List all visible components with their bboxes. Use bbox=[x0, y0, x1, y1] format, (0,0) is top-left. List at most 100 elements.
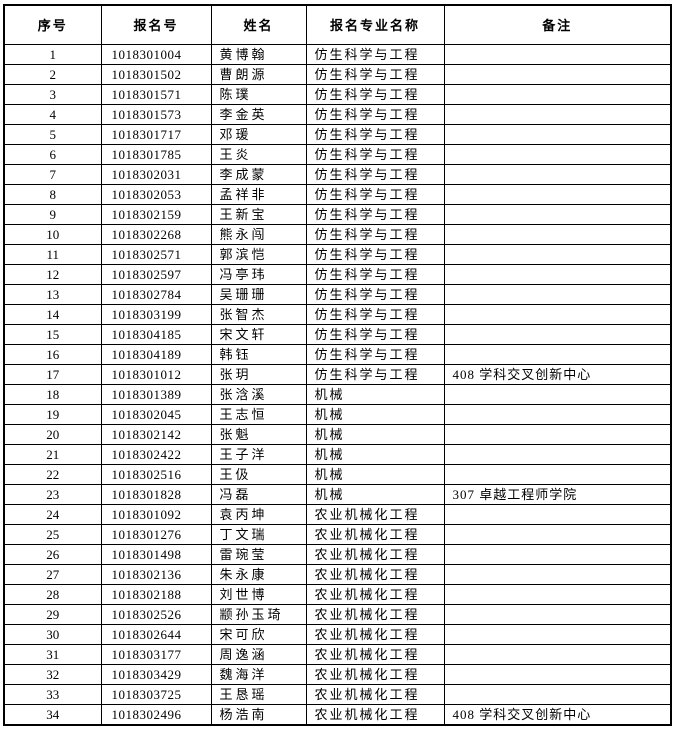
cell-name: 张智杰 bbox=[210, 303, 307, 325]
cell-index: 28 bbox=[3, 583, 102, 605]
cell-remark bbox=[443, 323, 672, 345]
table-row: 14 1018303199 张智杰 仿生科学与工程 bbox=[3, 303, 672, 325]
cell-remark bbox=[443, 603, 672, 625]
cell-major: 仿生科学与工程 bbox=[305, 163, 445, 185]
cell-major: 机械 bbox=[305, 423, 445, 445]
cell-name: 魏海洋 bbox=[210, 663, 307, 685]
cell-major: 机械 bbox=[305, 483, 445, 505]
cell-registration-number: 1018301785 bbox=[100, 143, 212, 165]
cell-remark bbox=[443, 523, 672, 545]
cell-registration-number: 1018304189 bbox=[100, 343, 212, 365]
cell-name: 雷琬莹 bbox=[210, 543, 307, 565]
cell-index: 21 bbox=[3, 443, 102, 465]
cell-major: 机械 bbox=[305, 383, 445, 405]
table-row: 12 1018302597 冯亭玮 仿生科学与工程 bbox=[3, 263, 672, 285]
cell-index: 29 bbox=[3, 603, 102, 625]
cell-remark bbox=[443, 143, 672, 165]
table-row: 32 1018303429 魏海洋 农业机械化工程 bbox=[3, 663, 672, 685]
table-body: 1 1018301004 黄博翰 仿生科学与工程 2 1018301502 曹朗源 仿生科学与… bbox=[3, 43, 672, 725]
cell-remark bbox=[443, 303, 672, 325]
cell-remark: 408 学科交叉创新中心 bbox=[443, 363, 672, 385]
cell-remark bbox=[443, 583, 672, 605]
cell-index: 23 bbox=[3, 483, 102, 505]
table-row: 25 1018301276 丁文瑞 农业机械化工程 bbox=[3, 523, 672, 545]
cell-index: 32 bbox=[3, 663, 102, 685]
cell-name: 张玥 bbox=[210, 363, 307, 385]
table-row: 21 1018302422 王子洋 机械 bbox=[3, 443, 672, 465]
cell-index: 26 bbox=[3, 543, 102, 565]
table-row: 19 1018302045 王志恒 机械 bbox=[3, 403, 672, 425]
cell-name: 王志恒 bbox=[210, 403, 307, 425]
cell-registration-number: 1018302031 bbox=[100, 163, 212, 185]
cell-index: 25 bbox=[3, 523, 102, 545]
table-row: 30 1018302644 宋可欣 农业机械化工程 bbox=[3, 623, 672, 645]
cell-name: 张浛溪 bbox=[210, 383, 307, 405]
cell-registration-number: 1018302496 bbox=[100, 703, 212, 725]
cell-index: 15 bbox=[3, 323, 102, 345]
cell-registration-number: 1018301717 bbox=[100, 123, 212, 145]
cell-registration-number: 1018301828 bbox=[100, 483, 212, 505]
cell-name: 王子洋 bbox=[210, 443, 307, 465]
cell-registration-number: 1018301389 bbox=[100, 383, 212, 405]
cell-index: 13 bbox=[3, 283, 102, 305]
cell-name: 李成蒙 bbox=[210, 163, 307, 185]
cell-remark bbox=[443, 183, 672, 205]
cell-name: 郭滨恺 bbox=[210, 243, 307, 265]
cell-major: 仿生科学与工程 bbox=[305, 123, 445, 145]
cell-major: 机械 bbox=[305, 443, 445, 465]
table-row: 6 1018301785 王炎 仿生科学与工程 bbox=[3, 143, 672, 165]
table-row: 24 1018301092 袁丙坤 农业机械化工程 bbox=[3, 503, 672, 525]
cell-index: 16 bbox=[3, 343, 102, 365]
cell-major: 仿生科学与工程 bbox=[305, 43, 445, 65]
cell-major: 仿生科学与工程 bbox=[305, 223, 445, 245]
table-row: 9 1018302159 王新宝 仿生科学与工程 bbox=[3, 203, 672, 225]
cell-major: 仿生科学与工程 bbox=[305, 303, 445, 325]
cell-remark bbox=[443, 203, 672, 225]
table-row: 23 1018301828 冯磊 机械 307 卓越工程师学院 bbox=[3, 483, 672, 505]
cell-remark bbox=[443, 83, 672, 105]
cell-registration-number: 1018302188 bbox=[100, 583, 212, 605]
cell-index: 14 bbox=[3, 303, 102, 325]
cell-remark bbox=[443, 343, 672, 365]
table-row: 13 1018302784 吴珊珊 仿生科学与工程 bbox=[3, 283, 672, 305]
cell-registration-number: 1018301502 bbox=[100, 63, 212, 85]
cell-major: 农业机械化工程 bbox=[305, 583, 445, 605]
cell-name: 朱永康 bbox=[210, 563, 307, 585]
table-row: 1 1018301004 黄博翰 仿生科学与工程 bbox=[3, 43, 672, 65]
cell-remark bbox=[443, 123, 672, 145]
cell-major: 仿生科学与工程 bbox=[305, 63, 445, 85]
cell-registration-number: 1018302516 bbox=[100, 463, 212, 485]
table-row: 31 1018303177 周逸涵 农业机械化工程 bbox=[3, 643, 672, 665]
cell-remark bbox=[443, 543, 672, 565]
cell-index: 10 bbox=[3, 223, 102, 245]
cell-registration-number: 1018302136 bbox=[100, 563, 212, 585]
cell-name: 刘世博 bbox=[210, 583, 307, 605]
cell-name: 袁丙坤 bbox=[210, 503, 307, 525]
cell-registration-number: 1018303725 bbox=[100, 683, 212, 705]
cell-major: 仿生科学与工程 bbox=[305, 243, 445, 265]
cell-remark bbox=[443, 43, 672, 65]
cell-registration-number: 1018301004 bbox=[100, 43, 212, 65]
table-row: 7 1018302031 李成蒙 仿生科学与工程 bbox=[3, 163, 672, 185]
column-header-registration-number: 报名号 bbox=[100, 4, 212, 45]
cell-index: 8 bbox=[3, 183, 102, 205]
cell-name: 宋文轩 bbox=[210, 323, 307, 345]
table-row: 2 1018301502 曹朗源 仿生科学与工程 bbox=[3, 63, 672, 85]
cell-remark bbox=[443, 163, 672, 185]
cell-remark bbox=[443, 403, 672, 425]
cell-remark bbox=[443, 283, 672, 305]
table-row: 26 1018301498 雷琬莹 农业机械化工程 bbox=[3, 543, 672, 565]
cell-major: 农业机械化工程 bbox=[305, 523, 445, 545]
cell-major: 仿生科学与工程 bbox=[305, 363, 445, 385]
cell-name: 丁文瑞 bbox=[210, 523, 307, 545]
table-row: 33 1018303725 王恳瑶 农业机械化工程 bbox=[3, 683, 672, 705]
cell-name: 吴珊珊 bbox=[210, 283, 307, 305]
cell-major: 农业机械化工程 bbox=[305, 503, 445, 525]
cell-major: 农业机械化工程 bbox=[305, 563, 445, 585]
cell-major: 仿生科学与工程 bbox=[305, 83, 445, 105]
cell-index: 33 bbox=[3, 683, 102, 705]
cell-remark bbox=[443, 263, 672, 285]
column-header-name: 姓名 bbox=[210, 4, 307, 45]
cell-registration-number: 1018302422 bbox=[100, 443, 212, 465]
cell-index: 7 bbox=[3, 163, 102, 185]
